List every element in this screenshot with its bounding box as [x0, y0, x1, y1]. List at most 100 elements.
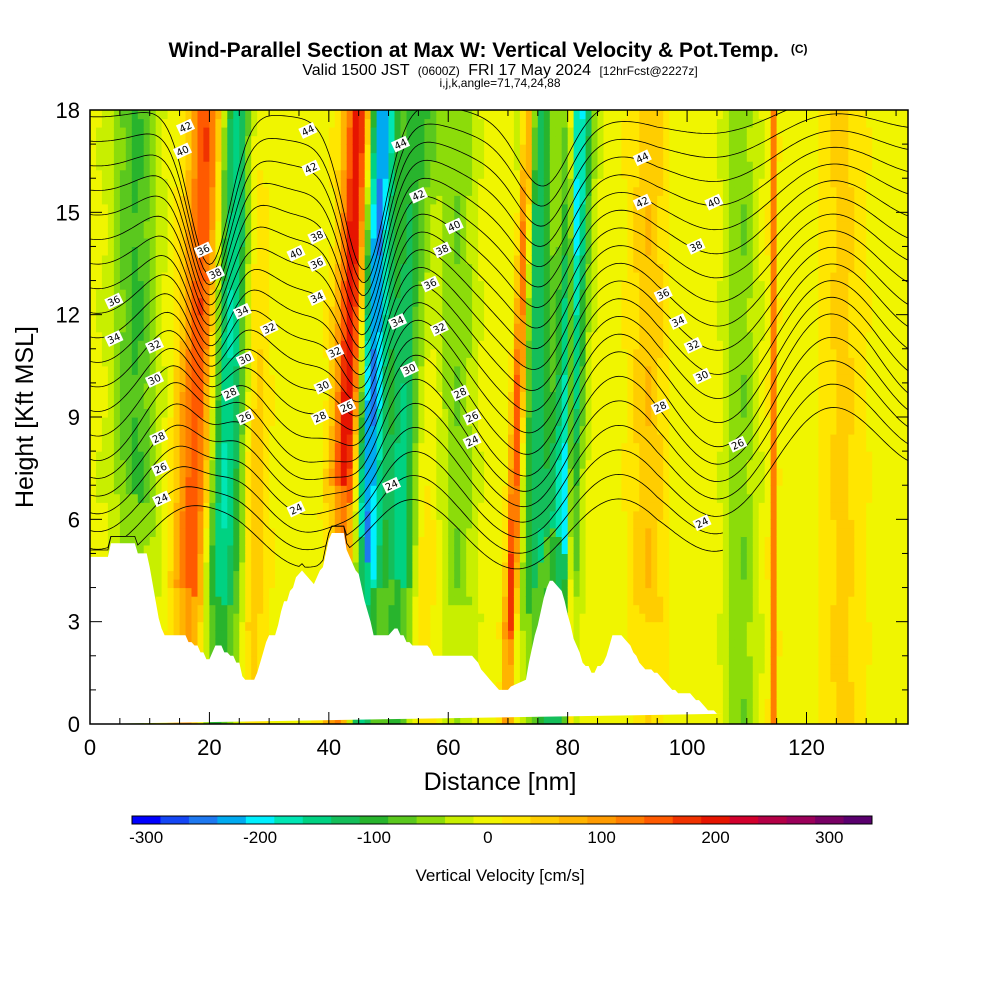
w-cell	[430, 263, 437, 273]
w-cell	[460, 570, 467, 580]
w-cell	[197, 220, 205, 230]
w-cell	[107, 391, 115, 401]
w-cell	[173, 519, 181, 529]
w-cell	[149, 417, 157, 427]
w-cell	[155, 613, 163, 623]
w-cell	[263, 391, 270, 401]
w-cell	[173, 391, 181, 401]
w-cell	[310, 220, 318, 230]
w-cell	[448, 212, 455, 222]
w-cell	[412, 510, 419, 520]
w-cell	[388, 331, 396, 341]
w-cell	[424, 391, 431, 401]
w-cell	[364, 203, 372, 213]
w-cell	[221, 544, 228, 554]
w-cell	[203, 638, 210, 648]
w-cell	[161, 237, 169, 247]
w-cell	[424, 297, 431, 307]
w-cell	[358, 135, 366, 145]
w-cell	[460, 434, 467, 444]
w-cell	[478, 382, 485, 392]
w-cell	[352, 519, 360, 529]
w-cell	[334, 272, 342, 282]
w-cell	[215, 562, 222, 572]
w-cell	[191, 510, 199, 520]
w-cell	[239, 391, 246, 401]
w-cell	[245, 289, 252, 299]
w-cell	[436, 425, 443, 435]
w-cell	[90, 485, 97, 495]
w-cell	[227, 161, 234, 171]
w-cell	[364, 536, 372, 546]
w-cell	[203, 570, 210, 580]
w-cell	[436, 357, 443, 367]
w-cell	[90, 272, 97, 282]
w-cell	[358, 425, 366, 435]
w-cell	[287, 340, 294, 350]
w-cell	[149, 220, 157, 230]
w-cell	[257, 527, 264, 537]
w-cell	[394, 323, 402, 333]
w-cell	[143, 434, 151, 444]
w-cell	[328, 237, 336, 247]
w-cell	[275, 263, 282, 273]
w-cell	[460, 562, 467, 572]
w-cell	[155, 604, 163, 614]
w-cell	[137, 519, 145, 529]
w-cell	[149, 178, 157, 188]
w-cell	[358, 263, 366, 273]
w-cell	[490, 365, 497, 375]
w-cell	[275, 604, 282, 614]
w-cell	[370, 229, 378, 239]
w-cell	[406, 135, 414, 145]
w-cell	[400, 186, 408, 196]
w-cell	[251, 382, 258, 392]
w-cell	[412, 297, 419, 307]
w-cell	[472, 553, 479, 563]
w-cell	[358, 357, 366, 367]
w-cell	[275, 451, 282, 461]
w-cell	[484, 604, 491, 614]
w-cell	[137, 391, 145, 401]
w-cell	[101, 425, 109, 435]
w-cell	[406, 169, 414, 179]
w-cell	[161, 186, 169, 196]
w-cell	[287, 451, 294, 461]
w-cell	[340, 306, 348, 316]
w-cell	[460, 161, 467, 171]
w-cell	[394, 280, 402, 290]
w-cell	[466, 468, 473, 478]
w-cell	[394, 186, 402, 196]
w-cell	[436, 553, 443, 563]
w-cell	[149, 442, 157, 452]
w-cell	[287, 459, 294, 469]
w-cell	[209, 485, 216, 495]
w-cell	[394, 553, 402, 563]
w-cell	[275, 417, 282, 427]
w-cell	[287, 417, 294, 427]
w-cell	[137, 297, 145, 307]
w-cell	[376, 186, 384, 196]
w-cell	[418, 314, 425, 324]
w-cell	[364, 127, 372, 137]
w-cell	[418, 544, 425, 554]
w-cell	[197, 536, 205, 546]
w-cell	[269, 621, 276, 631]
w-cell	[221, 374, 228, 384]
w-cell	[460, 314, 467, 324]
w-cell	[257, 306, 264, 316]
w-cell	[490, 536, 497, 546]
w-cell	[281, 340, 288, 350]
w-cell	[173, 485, 181, 495]
w-cell	[394, 621, 402, 631]
w-cell	[478, 391, 485, 401]
w-cell	[173, 212, 181, 222]
w-cell	[340, 220, 348, 230]
w-cell	[334, 374, 342, 384]
w-cell	[478, 255, 485, 265]
w-cell	[287, 220, 294, 230]
w-cell	[406, 314, 414, 324]
w-cell	[299, 280, 306, 290]
w-cell	[245, 553, 252, 563]
w-cell	[496, 510, 503, 520]
